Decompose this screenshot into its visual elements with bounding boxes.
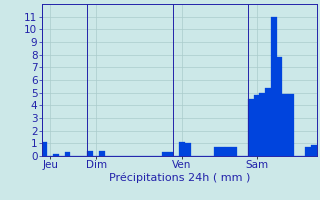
Bar xyxy=(282,94,288,156)
Bar xyxy=(219,147,225,156)
Bar xyxy=(179,142,185,156)
Bar xyxy=(288,94,294,156)
Bar xyxy=(271,17,277,156)
Bar xyxy=(231,147,236,156)
Bar xyxy=(225,147,231,156)
Bar xyxy=(65,152,70,156)
Bar xyxy=(162,152,168,156)
Bar xyxy=(99,151,105,156)
Bar xyxy=(185,143,191,156)
Bar xyxy=(305,147,311,156)
Bar xyxy=(248,99,254,156)
Bar xyxy=(260,93,265,156)
Bar xyxy=(311,145,317,156)
Bar xyxy=(42,142,47,156)
Bar xyxy=(53,154,59,156)
Bar xyxy=(265,88,271,156)
Bar xyxy=(168,152,173,156)
Bar xyxy=(87,151,93,156)
Bar xyxy=(254,95,260,156)
Bar xyxy=(214,147,219,156)
Bar xyxy=(277,57,282,156)
X-axis label: Précipitations 24h ( mm ): Précipitations 24h ( mm ) xyxy=(108,173,250,183)
